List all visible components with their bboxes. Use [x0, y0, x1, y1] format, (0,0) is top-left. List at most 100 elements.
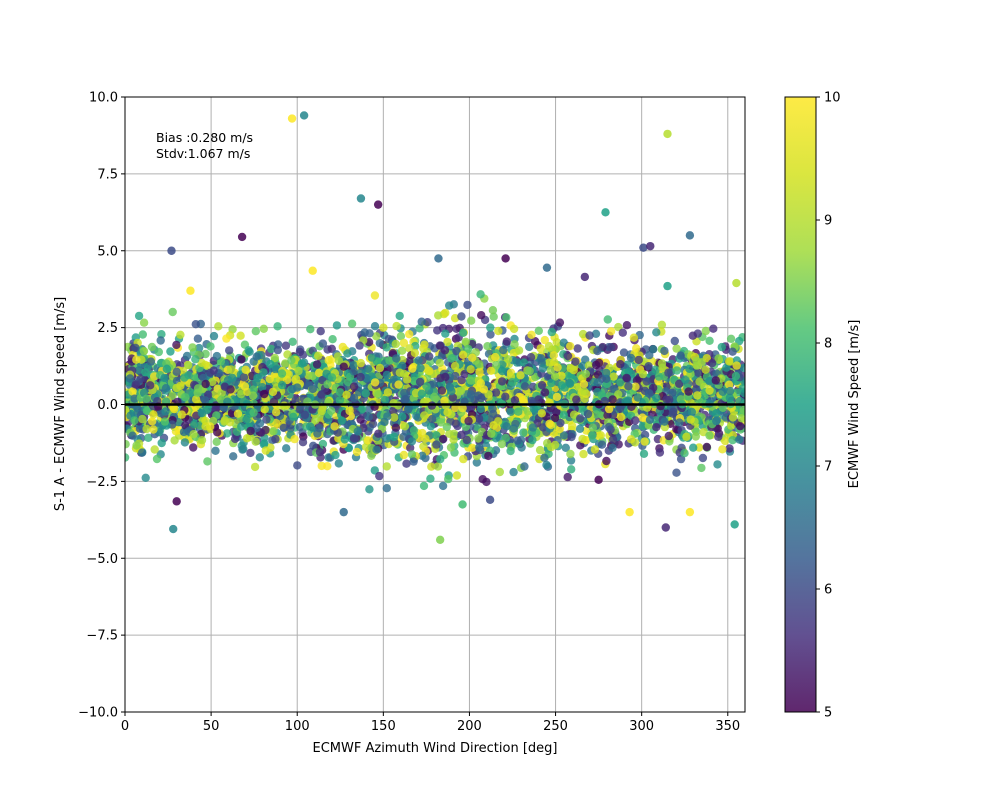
scatter-point: [495, 467, 504, 477]
scatter-point: [520, 382, 530, 391]
scatter-point: [540, 388, 550, 397]
scatter-point: [225, 346, 234, 355]
scatter-point: [397, 346, 407, 355]
scatter-point: [258, 383, 267, 392]
scatter-point: [349, 361, 358, 370]
scatter-point: [604, 404, 614, 414]
scatter-point: [277, 369, 287, 378]
scatter-point: [400, 422, 410, 431]
scatter-point: [725, 393, 734, 403]
scatter-point: [489, 421, 498, 430]
scatter-point-outlier: [434, 254, 443, 263]
scatter-point-outlier: [287, 114, 297, 123]
scatter-point: [372, 332, 381, 341]
scatter-point: [154, 347, 163, 357]
scatter-point: [236, 331, 245, 340]
scatter-point: [695, 377, 704, 386]
scatter-point: [593, 378, 603, 387]
scatter-point: [436, 455, 445, 464]
scatter-point: [327, 406, 336, 415]
scatter-point: [537, 409, 546, 418]
scatter-point: [146, 381, 155, 390]
scatter-point: [604, 422, 613, 432]
scatter-point: [339, 362, 348, 371]
scatter-point: [288, 337, 297, 346]
scatter-point: [608, 395, 617, 404]
scatter-point: [146, 357, 156, 366]
scatter-point: [675, 418, 684, 427]
scatter-point: [416, 363, 425, 373]
scatter-point: [130, 416, 139, 425]
y-tick-label: 7.5: [97, 167, 118, 182]
scatter-point: [272, 408, 281, 417]
scatter-point: [466, 376, 475, 385]
scatter-point: [141, 368, 150, 377]
scatter-point: [735, 435, 744, 444]
scatter-point: [395, 311, 404, 321]
scatter-point: [309, 441, 318, 450]
scatter-point: [468, 353, 477, 362]
scatter-point: [689, 443, 698, 452]
scatter-point: [203, 457, 212, 466]
scatter-point: [576, 414, 585, 423]
scatter-point: [414, 356, 423, 365]
scatter-point: [433, 462, 443, 471]
scatter-point: [289, 412, 298, 421]
scatter-point: [682, 432, 691, 441]
scatter-point: [626, 435, 636, 444]
scatter-point: [476, 404, 485, 413]
scatter-point: [557, 371, 566, 380]
scatter-point-outlier: [308, 266, 317, 275]
scatter-point: [132, 441, 141, 450]
scatter-point: [509, 324, 519, 334]
scatter-point: [552, 392, 562, 402]
scatter-point: [592, 410, 601, 419]
scatter-point: [252, 352, 261, 361]
scatter-point: [363, 436, 372, 445]
scatter-point: [382, 370, 392, 379]
scatter-point: [237, 355, 246, 364]
scatter-point: [590, 445, 600, 454]
scatter-point: [279, 423, 288, 433]
scatter-point: [197, 436, 207, 445]
scatter-point: [452, 471, 462, 480]
scatter-point: [461, 337, 470, 346]
scatter-point: [622, 373, 631, 383]
scatter-point: [555, 318, 565, 327]
scatter-point: [260, 405, 269, 414]
scatter-point: [337, 416, 346, 425]
scatter-point: [345, 406, 354, 416]
scatter-point: [233, 409, 243, 418]
scatter-point-outlier: [373, 200, 383, 209]
scatter-point-outlier: [501, 254, 510, 263]
scatter-point: [168, 307, 177, 317]
scatter-point: [261, 425, 270, 435]
scatter-point-outlier: [639, 243, 648, 252]
scatter-point: [616, 412, 626, 422]
scatter-point: [467, 316, 476, 325]
scatter-point: [240, 382, 250, 391]
scatter-point: [402, 459, 411, 468]
scatter-point: [497, 439, 507, 449]
scatter-point: [464, 344, 473, 354]
scatter-point: [458, 328, 468, 337]
scatter-point: [406, 443, 415, 452]
scatter-point: [340, 435, 349, 444]
scatter-point: [668, 388, 677, 397]
scatter-point: [568, 421, 577, 431]
scatter-point: [176, 330, 185, 339]
scatter-point: [361, 389, 370, 398]
scatter-point: [168, 391, 177, 400]
scatter-point: [342, 390, 351, 399]
y-axis-label: S-1 A - ECMWF Wind speed [m/s]: [53, 297, 68, 511]
scatter-point: [191, 320, 200, 329]
scatter-point: [662, 395, 671, 404]
scatter-point: [222, 429, 232, 438]
scatter-point: [147, 342, 157, 352]
scatter-point: [545, 419, 554, 428]
scatter-point: [297, 359, 307, 368]
scatter-point: [266, 359, 275, 369]
scatter-point: [520, 462, 529, 471]
scatter-point: [694, 368, 703, 377]
scatter-point: [248, 391, 258, 400]
